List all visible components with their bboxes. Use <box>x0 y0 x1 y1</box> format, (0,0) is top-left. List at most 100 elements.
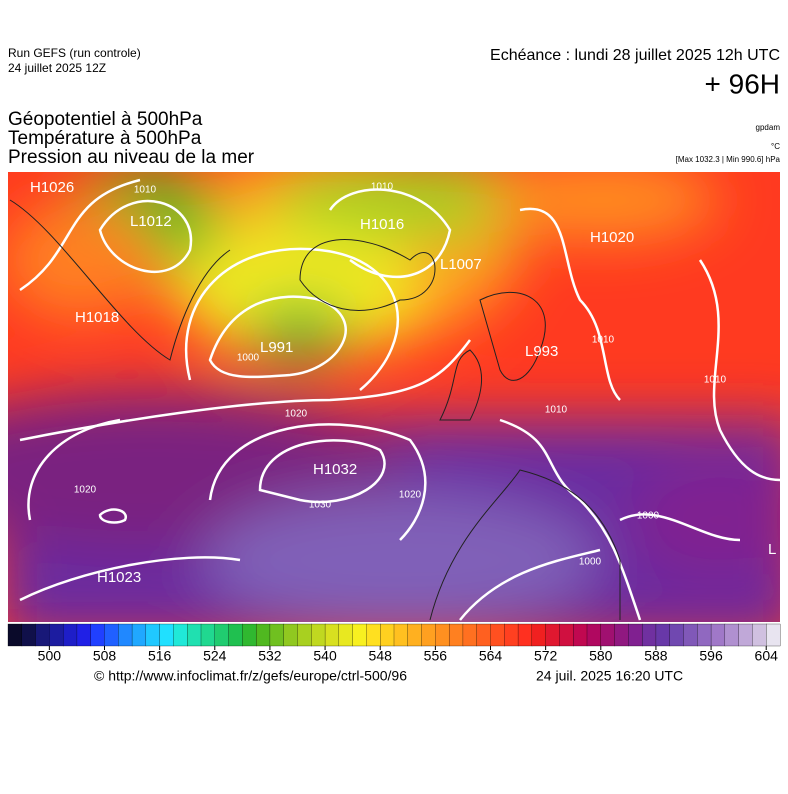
colorbar-cell <box>187 623 202 647</box>
colorbar-tick-label: 564 <box>479 648 503 664</box>
colorbar-cell <box>324 623 340 647</box>
colorbar-cell <box>476 623 491 647</box>
colorbar-cell <box>173 623 188 647</box>
field-title: Géopotentiel à 500hPa <box>8 109 203 130</box>
pressure-center: H1018 <box>75 309 119 326</box>
map <box>8 172 780 622</box>
colorbar-cell <box>145 623 161 647</box>
colorbar-cell <box>90 623 105 647</box>
colorbar-cell <box>352 623 367 647</box>
lead-time: + 96H <box>705 68 781 99</box>
colorbar-tick-label: 548 <box>369 648 393 664</box>
colorbar-cell <box>35 623 50 647</box>
colorbar-cell <box>421 623 436 647</box>
colorbar-cell <box>21 623 37 647</box>
isobar-label: 1020 <box>399 490 422 501</box>
colorbar-cell <box>131 623 147 647</box>
colorbar-cell <box>380 623 395 647</box>
isobar-label: 1010 <box>704 375 727 386</box>
isobar-label: 1020 <box>285 409 308 420</box>
colorbar-cell <box>669 623 684 647</box>
colorbar-cell <box>738 623 753 647</box>
colorbar-cell <box>269 623 285 647</box>
colorbar-cell <box>407 623 423 647</box>
colorbar-cell <box>283 623 298 647</box>
colorbar-cell <box>104 623 119 647</box>
colorbar-tick-label: 604 <box>755 648 779 664</box>
isobar-label: 1000 <box>237 353 260 364</box>
colorbar-cell <box>462 623 478 647</box>
colorbar-cell <box>710 623 726 647</box>
pressure-center: H1026 <box>30 179 74 196</box>
pressure-center: H1016 <box>360 216 404 233</box>
colorbar-tick-label: 500 <box>38 648 62 664</box>
colorbar-cell <box>242 623 257 647</box>
field-title: Pression au niveau de la mer <box>8 147 255 168</box>
colorbar-tick-label: 540 <box>313 648 337 664</box>
colorbar-cell <box>118 623 133 647</box>
isobar-label: 1010 <box>545 405 568 416</box>
isobar-label: 1000 <box>637 511 660 522</box>
colorbar-cell <box>76 623 92 647</box>
isobars <box>19 178 780 621</box>
colorbar-cell <box>559 623 574 647</box>
colorbar-cell <box>159 623 174 647</box>
pressure-center: H1020 <box>590 229 634 246</box>
colorbar-cell <box>7 623 23 647</box>
colorbar-tick-label: 572 <box>534 648 558 664</box>
source: © http://www.infoclimat.fr/z/gefs/europe… <box>94 668 407 684</box>
colorbar-tick-label: 524 <box>203 648 227 664</box>
generated: 24 juil. 2025 16:20 UTC <box>536 668 683 684</box>
colorbar-cell <box>62 623 78 647</box>
pressure-center: L1007 <box>440 256 482 273</box>
colorbar-cell <box>49 623 64 647</box>
colorbar-cell <box>614 623 629 647</box>
isobar-label: 1020 <box>74 485 97 496</box>
pressure-center: H1023 <box>97 569 141 586</box>
colorbar-cell <box>366 623 381 647</box>
colorbar-cell <box>200 623 216 647</box>
colorbar-cell <box>393 623 409 647</box>
isobar-label: 1010 <box>371 182 394 193</box>
pressure-center: L1012 <box>130 213 172 230</box>
colorbar-cell <box>628 623 643 647</box>
colorbar-tick-label: 596 <box>699 648 723 664</box>
isobar-label: 1010 <box>592 335 615 346</box>
colorbar: 500 508 516 524 532 540 548 556 564 572 580 588 596 6… <box>7 623 781 664</box>
colorbar-cell <box>255 623 271 647</box>
colorbar-cell <box>586 623 602 647</box>
colorbar-cell <box>311 623 326 647</box>
field-title: Température à 500hPa <box>8 128 202 149</box>
colorbar-cell <box>490 623 505 647</box>
colorbar-cell <box>448 623 464 647</box>
pressure-center: L991 <box>260 339 293 356</box>
colorbar-cell <box>297 623 312 647</box>
coastlines <box>9 199 621 621</box>
run-date: 24 juillet 2025 12Z <box>8 61 106 75</box>
pressure-center: H1032 <box>313 461 357 478</box>
colorbar-cell <box>600 623 616 647</box>
colorbar-tick-label: 580 <box>589 648 613 664</box>
colorbar-tick-label: 556 <box>424 648 448 664</box>
colorbar-cell <box>641 623 657 647</box>
colorbar-cell <box>545 623 560 647</box>
colorbar-tick-label: 516 <box>148 648 172 664</box>
colorbar-cell <box>752 623 767 647</box>
isobar-label: 1010 <box>134 185 157 196</box>
colorbar-cell <box>655 623 671 647</box>
colorbar-cell <box>573 623 588 647</box>
colorbar-cell <box>228 623 243 647</box>
colorbar-cell <box>517 623 533 647</box>
colorbar-tick-label: 532 <box>258 648 282 664</box>
pressure-center: L <box>768 541 776 558</box>
colorbar-cell <box>214 623 230 647</box>
colorbar-cell <box>338 623 354 647</box>
pressure-center: L993 <box>525 343 558 360</box>
colorbar-tick-label: 508 <box>93 648 117 664</box>
colorbar-tick-label: 588 <box>644 648 668 664</box>
colorbar-cell <box>724 623 740 647</box>
colorbar-cell <box>697 623 712 647</box>
colorbar-cell <box>683 623 698 647</box>
unit: [Max 1032.3 | Min 990.6] hPa <box>676 155 781 164</box>
